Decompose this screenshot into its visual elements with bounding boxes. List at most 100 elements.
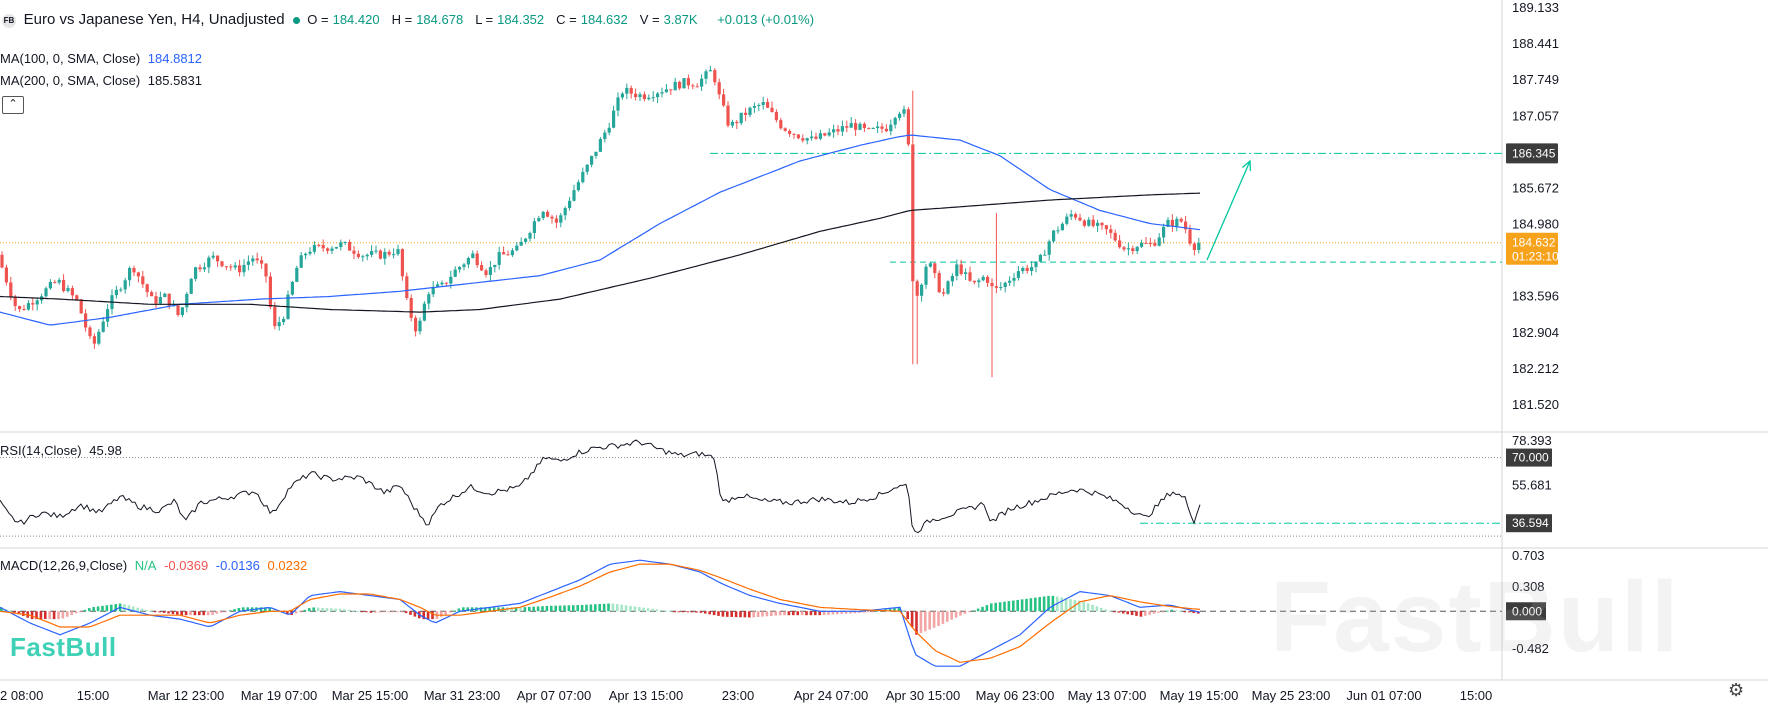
macd-legend[interactable]: MACD(12,26,9,Close) N/A -0.0369 -0.0136 … (0, 558, 311, 573)
macd-hist-bar (176, 611, 179, 615)
macd-hist-bar (629, 605, 632, 612)
macd-hist-bar (1007, 601, 1011, 612)
time-tick-label: 15:00 (1460, 688, 1493, 703)
candle-body (906, 109, 910, 145)
macd-hist-bar (110, 604, 113, 612)
candle-body (207, 257, 211, 268)
macd-hist-bar (96, 606, 100, 612)
candle-body (1043, 254, 1047, 256)
macd-hist-bar (167, 611, 170, 614)
macd-hist-bar (858, 611, 861, 613)
macd-hist-bar (202, 611, 205, 616)
candle-body (563, 207, 567, 216)
gear-icon[interactable]: ⚙ (1728, 680, 1745, 700)
macd-pane[interactable] (0, 559, 1502, 667)
candle-body (282, 318, 286, 323)
candle-body (383, 251, 387, 259)
macd-hist-bar (752, 611, 755, 618)
ma100-legend[interactable]: MA(100, 0, SMA, Close) 184.8812 (0, 51, 206, 66)
candle-body (277, 322, 281, 327)
candle-body (528, 233, 532, 239)
candle-body (136, 272, 140, 277)
candle-body (1113, 232, 1117, 241)
macd-hist-bar (818, 611, 821, 616)
macd-hist-bar (704, 611, 707, 614)
candle-body (66, 288, 70, 292)
ma200-legend[interactable]: MA(200, 0, SMA, Close) 185.5831 (0, 73, 206, 88)
macd-hist-bar (154, 611, 157, 613)
candle-body (308, 251, 312, 254)
price-pane[interactable] (0, 65, 1502, 378)
time-tick-label: Mar 25 15:00 (332, 688, 409, 703)
candle-body (849, 123, 853, 128)
macd-tick-label: 0.308 (1512, 579, 1545, 594)
candle-body (792, 133, 796, 135)
candle-body (884, 128, 888, 132)
macd-hist-bar (228, 610, 232, 612)
macd-hist-bar (1060, 597, 1063, 612)
macd-hist-bar (431, 611, 434, 620)
macd-hist-bar (39, 611, 43, 620)
time-tick-label: May 19 15:00 (1160, 688, 1239, 703)
candle-body (550, 216, 554, 219)
collapse-legend-button[interactable]: ⌃ (2, 96, 24, 114)
macd-hist-bar (484, 607, 487, 612)
candle-body (801, 138, 805, 141)
chevron-up-icon: ⌃ (8, 98, 18, 110)
candle-body (920, 284, 924, 296)
macd-hist-bar (783, 611, 786, 616)
time-tick-label: Mar 19 07:00 (241, 688, 318, 703)
candle-body (893, 117, 897, 125)
macd-hist-bar (664, 610, 667, 612)
forecast-arrow (1206, 160, 1251, 261)
rsi-legend[interactable]: RSI(14,Close) 45.98 (0, 443, 126, 458)
macd-hist-bar (836, 611, 839, 615)
candle-body (607, 127, 611, 133)
macd-hist-bar (286, 611, 289, 614)
candle-body (304, 253, 308, 256)
macd-hist-bar (426, 611, 430, 620)
candle-body (53, 281, 57, 283)
macd-hist-bar (369, 611, 373, 613)
macd-hist-bar (1064, 598, 1068, 612)
macd-hist-bar (1078, 600, 1081, 612)
candle-body (488, 267, 492, 275)
macd-hist-bar (66, 611, 69, 617)
candle-body (48, 281, 52, 289)
candle-body (867, 127, 871, 129)
ma100-value: 184.8812 (147, 51, 203, 66)
candle-body (902, 109, 906, 114)
macd-hist-bar (92, 607, 95, 612)
macd-hist-bar (1095, 606, 1099, 612)
candle-body (101, 321, 105, 332)
time-tick-label: 23:00 (722, 688, 755, 703)
macd-hist-bar (396, 611, 399, 613)
brand-logo: FastBull (10, 632, 117, 662)
macd-hist-bar (1082, 601, 1085, 612)
candle-body (669, 89, 673, 91)
symbol-legend[interactable]: FB Euro vs Japanese Yen, H4, Unadjusted … (2, 11, 818, 28)
macd-hist-bar (1135, 611, 1138, 616)
macd-hist-bar (514, 607, 518, 612)
macd-hist-bar (976, 608, 980, 612)
rsi-pane[interactable] (0, 439, 1502, 537)
candle-body (955, 264, 959, 276)
candle-body (1034, 261, 1038, 268)
macd-hist-bar (325, 608, 329, 612)
macd-hist-bar (906, 611, 909, 620)
macd-hist-bar (1034, 597, 1037, 612)
candle-body (233, 265, 237, 268)
candle-body (1052, 230, 1056, 242)
macd-hist-bar (1188, 611, 1191, 613)
candle-body (933, 263, 937, 274)
macd-hist-bar (523, 607, 527, 612)
macd-hist-bar (756, 611, 760, 617)
candle-body (708, 70, 712, 72)
candle-body (660, 92, 664, 94)
macd-hist-bar (1148, 611, 1151, 615)
candle-body (312, 244, 316, 252)
macd-hist-bar (941, 611, 945, 624)
candle-body (176, 305, 180, 316)
macd-hist-bar (510, 607, 513, 612)
macd-hist-bar (1192, 611, 1195, 614)
